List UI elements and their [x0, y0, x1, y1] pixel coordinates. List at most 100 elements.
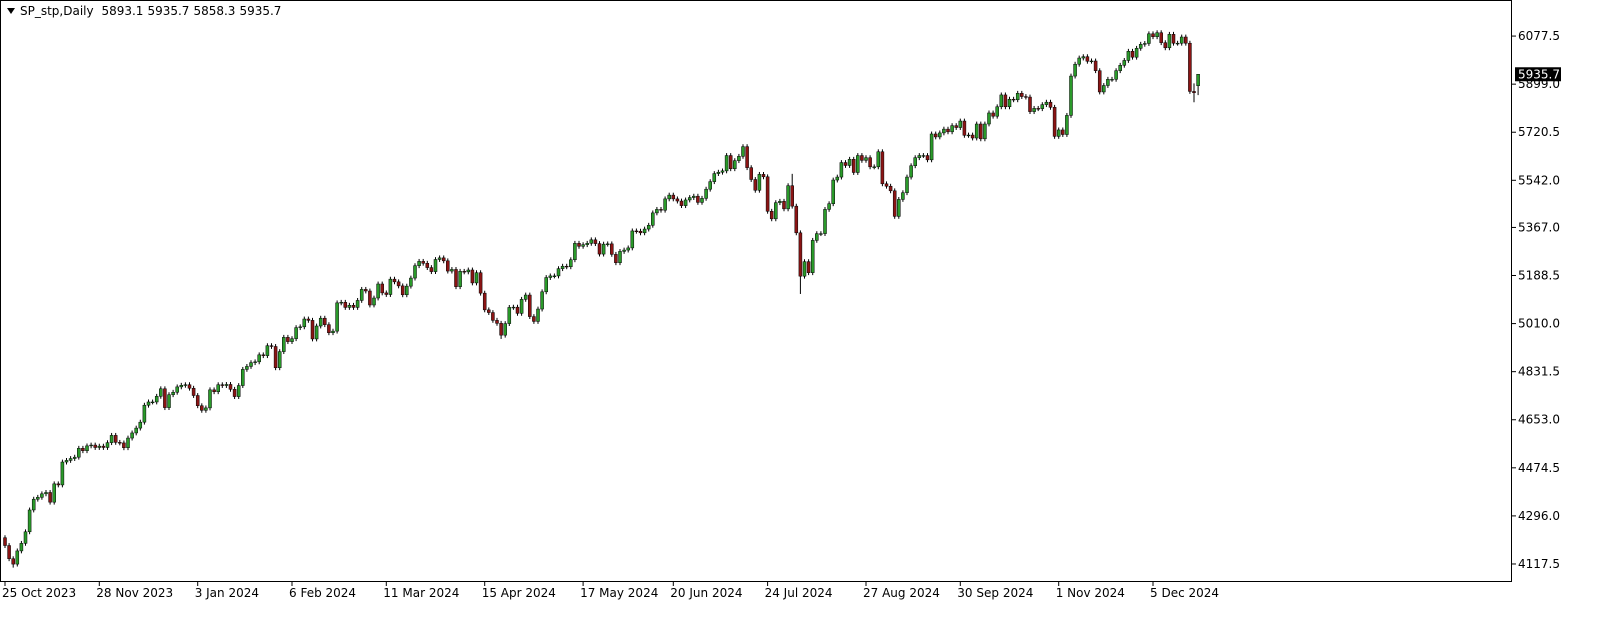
candle-body [1122, 60, 1127, 66]
candle-body [1056, 129, 1061, 137]
candle-body [757, 174, 762, 191]
candle-body [573, 243, 577, 261]
y-tick-label: 4831.5 [1518, 365, 1560, 379]
candle-body [655, 209, 659, 214]
price-marker-box [1515, 67, 1561, 82]
x-tick-label: 5 Dec 2024 [1150, 586, 1219, 600]
candle-body [269, 345, 274, 347]
x-tick-label: 30 Sep 2024 [957, 586, 1033, 600]
x-tick-label: 27 Aug 2024 [863, 586, 940, 600]
candle-body [1024, 96, 1028, 98]
candle-body [400, 285, 405, 296]
candle-body [950, 125, 954, 133]
candle-body [36, 497, 40, 500]
candle-body [843, 162, 848, 166]
x-tick-label: 11 Mar 2024 [383, 586, 459, 600]
candle-body [593, 239, 598, 244]
candle-body [109, 435, 114, 443]
candle-body [277, 351, 282, 369]
candle-body [446, 260, 450, 272]
candle-body [962, 120, 967, 136]
y-tick-label: 5188.5 [1518, 269, 1560, 283]
candle-body [610, 243, 614, 255]
candle-body [1028, 96, 1032, 112]
candle-body [979, 123, 983, 140]
candle-body [1065, 115, 1069, 135]
candle-body [765, 176, 770, 212]
candle-body [171, 392, 175, 395]
candle-body [359, 289, 364, 301]
candle-body [704, 188, 708, 199]
candle-body [806, 261, 811, 273]
candle-body [798, 232, 803, 277]
candle-body [396, 281, 401, 287]
candle-body [195, 395, 200, 406]
candle-body [1015, 93, 1020, 101]
candle-body [761, 174, 766, 178]
candle-body [150, 401, 155, 404]
symbol-title: SP_stp,Daily [20, 4, 94, 18]
candle-body [81, 448, 85, 451]
candle-body [1143, 43, 1147, 45]
candle-body [733, 160, 737, 169]
candle-body [569, 259, 573, 268]
candle-body [774, 202, 778, 220]
candle-body [823, 209, 827, 234]
candle-body [999, 94, 1004, 108]
candle-body [933, 133, 938, 138]
candle-body [642, 228, 647, 234]
candle-body [778, 201, 782, 203]
candle-body [552, 275, 557, 277]
candle-body [810, 240, 815, 273]
candle-body [179, 385, 184, 388]
candle-body [200, 405, 204, 411]
candle-body [27, 509, 32, 533]
x-tick-label: 28 Nov 2023 [96, 586, 173, 600]
candle-body [232, 389, 237, 397]
candle-body [622, 249, 626, 252]
y-tick-label: 4117.5 [1518, 557, 1560, 571]
candle-body [716, 171, 721, 174]
candle-body [880, 151, 885, 185]
candle-body [113, 435, 118, 443]
candle-body [339, 302, 343, 304]
candle-body [216, 384, 220, 392]
candle-body [1179, 36, 1184, 44]
candle-body [1114, 70, 1118, 80]
price-marker-label: 5935.7 [1518, 67, 1560, 81]
candle-body [564, 265, 569, 268]
candle-body [282, 337, 286, 352]
candle-body [827, 203, 831, 210]
candle-body [15, 550, 20, 565]
candle-body [441, 257, 446, 262]
candle-body [450, 269, 454, 272]
x-tick-label: 3 Jan 2024 [195, 586, 259, 600]
candle-body [384, 292, 389, 295]
candle-body [1134, 48, 1139, 58]
x-tick-label: 20 Jun 2024 [670, 586, 742, 600]
candle-body [335, 302, 339, 332]
candle-body [77, 448, 81, 458]
candle-body [638, 230, 643, 234]
candle-body [1167, 34, 1172, 49]
candle-body [499, 323, 503, 336]
y-tick-label: 4474.5 [1518, 461, 1560, 475]
candle-body [1196, 74, 1200, 86]
candle-body [802, 261, 807, 277]
y-tick-label: 4296.0 [1518, 509, 1560, 523]
candle-body [888, 185, 893, 192]
menu-triangle[interactable] [7, 8, 15, 14]
candle-body [515, 306, 520, 314]
candle-body [97, 445, 102, 448]
candle-body [11, 558, 15, 565]
candle-body [60, 461, 65, 486]
candle-body [712, 173, 717, 182]
candle-body [118, 442, 122, 444]
candle-body [1147, 33, 1151, 44]
candle-body [511, 306, 516, 309]
candle-body [560, 265, 565, 269]
candle-body [101, 445, 106, 448]
candle-body [245, 366, 249, 370]
last-close: 5935.7 [239, 4, 282, 18]
candle-body [991, 112, 995, 117]
